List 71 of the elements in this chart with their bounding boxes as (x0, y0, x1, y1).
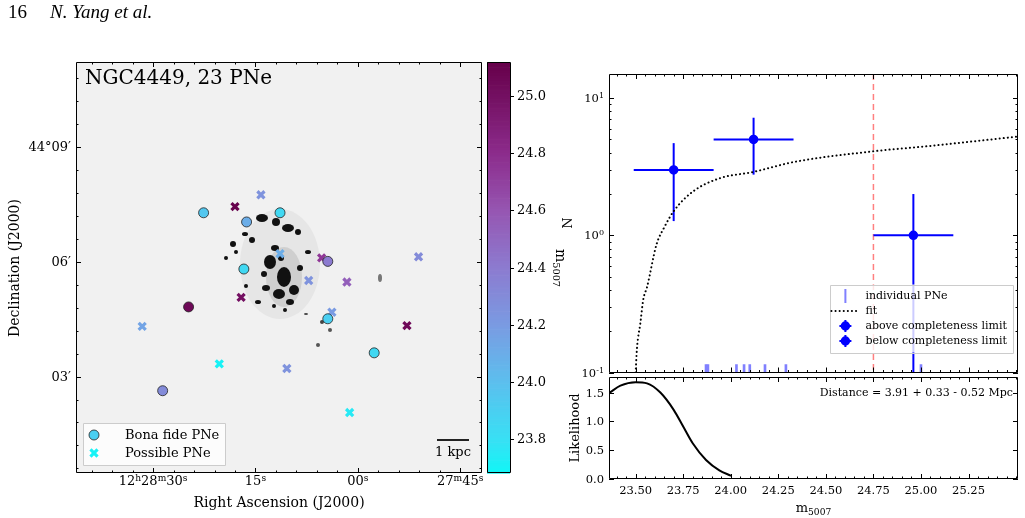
point (157, 385, 169, 397)
x-tick-label: 24.25 (761, 482, 795, 497)
y-tick-label: 06′ (51, 253, 71, 269)
point (137, 321, 148, 332)
point (255, 189, 267, 200)
point (274, 207, 286, 219)
chart-title: NGC4449, 23 PNe (85, 65, 272, 89)
point (748, 134, 759, 145)
x-axis-title: m$_{5007}$ (795, 499, 832, 517)
x-tick-label: 15$^{s}$ (244, 472, 267, 489)
x-tick-label: 24.75 (856, 482, 890, 497)
text: N. Yang et al. (50, 1, 153, 23)
point (198, 207, 209, 219)
y-tick-label: 10$^{0}$ (584, 227, 604, 242)
point (235, 292, 247, 303)
color-bar-label: 24.6 (517, 202, 546, 218)
legend-label: Possible PNe (125, 444, 211, 460)
point (274, 248, 286, 259)
color-bar-label: 23.8 (517, 430, 546, 446)
point (668, 165, 679, 175)
color-bar-label: 25.0 (517, 88, 546, 104)
color-bar-label: 24.8 (517, 145, 546, 161)
point (908, 230, 919, 241)
y-axis-title: Likelihood (566, 393, 583, 463)
text: 16 (8, 1, 27, 23)
y-tick-label: 44°09′ (28, 138, 71, 155)
legend-label: fit (865, 304, 878, 318)
x-axis-title: Right Ascension (J2000) (193, 494, 365, 511)
point (281, 363, 292, 374)
y-tick-label: 10$^{-1}$ (581, 365, 604, 380)
x-tick-label: 24.50 (809, 482, 843, 497)
point (316, 252, 327, 264)
point (238, 263, 250, 275)
point (413, 251, 424, 262)
point (368, 347, 380, 359)
y-tick-label: 03′ (51, 368, 71, 384)
point (183, 301, 194, 313)
point (229, 201, 241, 212)
y-axis-title: Declination (J2000) (6, 198, 23, 337)
x-tick-label: 25.00 (904, 482, 938, 497)
point (322, 313, 334, 325)
legend-label: individual PNe (865, 289, 948, 303)
y-tick-label: 1.5 (585, 385, 604, 400)
x-tick-label: 12$^{h}$28$^{m}$30$^{s}$ (118, 472, 188, 489)
legend-label: Bona fide PNe (125, 426, 220, 442)
annotation: 1 kpc (435, 443, 471, 460)
x-tick-label: 23.75 (666, 482, 700, 497)
point (303, 275, 314, 286)
point (322, 255, 334, 267)
y-tick-label: 1.0 (585, 414, 604, 429)
point (341, 276, 353, 288)
y-tick-label: 10$^{1}$ (584, 90, 604, 105)
x-tick-label: 25.25 (952, 482, 985, 497)
y-axis-title: N (559, 217, 576, 229)
color-bar-label: 24.2 (517, 316, 546, 332)
y-tick-label: 0.0 (585, 471, 604, 486)
annotation: Distance = 3.91 + 0.33 - 0.52 Mpc (819, 386, 1013, 400)
point (326, 307, 338, 318)
x-tick-label: 00$^{s}$ (347, 472, 369, 489)
color-bar-label: 24.4 (517, 259, 546, 275)
x-tick-label: 27$^{m}$45$^{s}$ (436, 472, 484, 489)
x-tick-label: 24.00 (714, 482, 748, 497)
x-tick-label: 23.50 (619, 482, 653, 497)
legend-label: above completeness limit (865, 319, 1008, 333)
point (241, 216, 252, 228)
point (344, 407, 355, 418)
color-bar-label: 24.0 (517, 373, 546, 389)
legend-label: below completeness limit (865, 334, 1008, 348)
point (401, 320, 413, 331)
y-tick-label: 0.5 (585, 442, 604, 457)
point (214, 358, 225, 370)
